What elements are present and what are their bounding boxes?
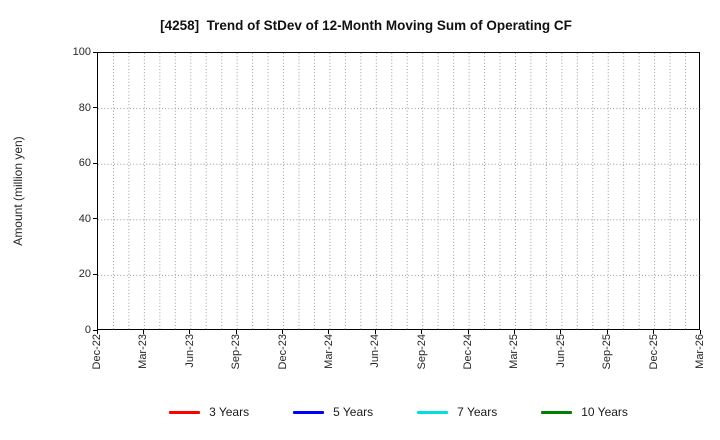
legend-line-swatch [417, 410, 449, 414]
legend-item-5-years: 5 Years [293, 405, 373, 419]
x-tick-mark [142, 330, 144, 334]
x-tick-label: Sep-23 [230, 334, 243, 370]
legend-line-swatch [169, 410, 201, 414]
x-tick-label: Dec-24 [462, 334, 475, 370]
x-tick-label: Sep-25 [601, 334, 614, 370]
x-tick-mark [653, 330, 655, 334]
x-tick-mark [699, 330, 701, 334]
gridlines [98, 53, 701, 331]
x-tick-mark [606, 330, 608, 334]
x-tick-label: Mar-23 [137, 334, 150, 369]
x-tick-label: Jun-23 [183, 334, 196, 368]
x-tick-mark [421, 330, 423, 334]
legend-line-swatch [541, 410, 573, 414]
y-tick-mark [93, 162, 97, 164]
x-tick-label: Dec-23 [276, 334, 289, 370]
x-tick-mark [235, 330, 237, 334]
y-tick-label: 20 [78, 268, 91, 281]
y-tick-label: 80 [78, 101, 91, 114]
legend-item-10-years: 10 Years [541, 405, 628, 419]
x-tick-mark [560, 330, 562, 334]
legend-label: 10 Years [581, 405, 628, 419]
legend-line-swatch [293, 410, 325, 414]
y-tick-mark [93, 218, 97, 220]
x-tick-label: Mar-24 [322, 334, 335, 369]
plot-area [97, 52, 701, 331]
y-tick-mark [93, 329, 97, 331]
legend-label: 7 Years [457, 405, 498, 419]
x-tick-label: Dec-25 [647, 334, 660, 370]
legend-item-7-years: 7 Years [417, 405, 497, 419]
y-axis-label: Amount (million yen) [11, 136, 25, 246]
x-tick-mark [282, 330, 284, 334]
x-tick-label: Jun-25 [554, 334, 567, 368]
legend-label: 3 Years [209, 405, 250, 419]
y-tick-mark [93, 273, 97, 275]
y-tick-label: 40 [78, 212, 91, 225]
x-tick-label: Mar-25 [508, 334, 521, 369]
chart-title: [4258] Trend of StDev of 12-Month Moving… [160, 18, 572, 33]
y-tick-label: 0 [84, 324, 91, 336]
x-tick-label: Dec-22 [91, 334, 103, 370]
x-tick-label: Sep-24 [415, 334, 428, 370]
x-tick-mark [467, 330, 469, 334]
x-tick-mark [96, 330, 98, 334]
legend: 3 Years 5 Years 7 Years 10 Years [97, 404, 700, 420]
y-tick-mark [93, 107, 97, 109]
x-tick-label: Jun-24 [369, 334, 382, 368]
x-tick-label: Mar-26 [694, 334, 706, 369]
legend-label: 5 Years [333, 405, 374, 419]
x-tick-mark [189, 330, 191, 334]
y-tick-mark [93, 51, 97, 53]
x-tick-mark [513, 330, 515, 334]
y-tick-label: 100 [72, 46, 91, 58]
legend-item-3-years: 3 Years [169, 405, 249, 419]
x-tick-mark [328, 330, 330, 334]
x-tick-mark [374, 330, 376, 334]
y-tick-label: 60 [78, 157, 91, 170]
